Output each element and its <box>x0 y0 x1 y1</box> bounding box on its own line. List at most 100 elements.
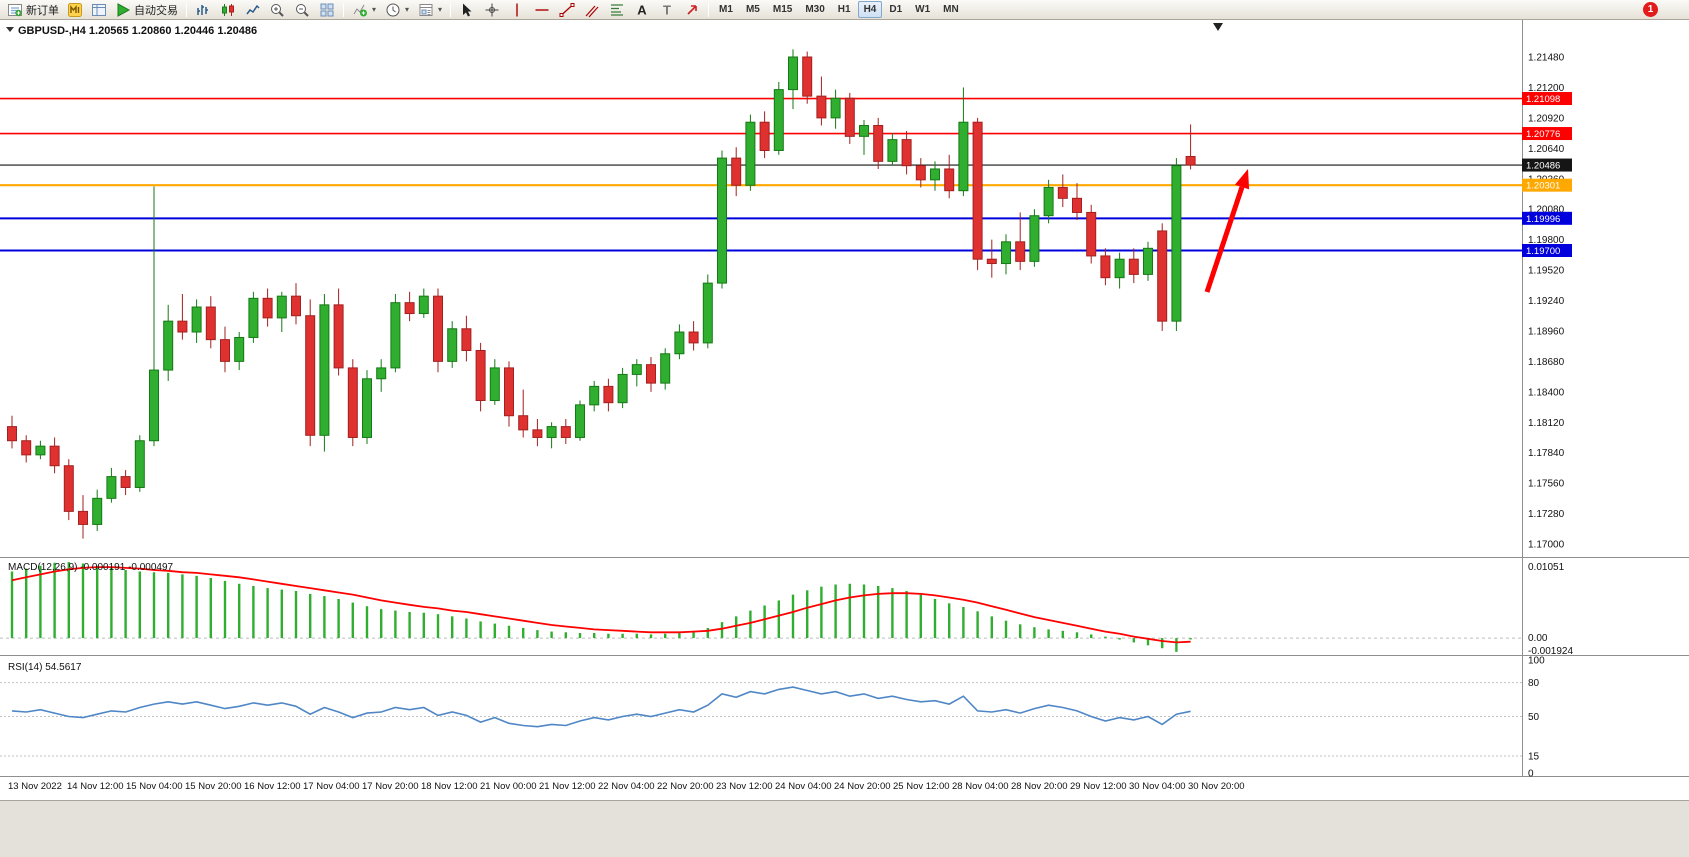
fibonacci-button[interactable] <box>605 1 629 19</box>
timeframe-d1-button[interactable]: D1 <box>883 1 908 18</box>
chart-type-group <box>191 1 265 19</box>
symbol-collapse-icon[interactable] <box>6 27 14 32</box>
horizontal-line-icon <box>534 2 550 18</box>
candle-body <box>1057 186 1068 199</box>
candle-body <box>489 367 500 402</box>
candlestick-chart-button[interactable] <box>216 1 240 19</box>
price-tag-label: 1.20776 <box>1526 129 1560 140</box>
arrow-head <box>1234 169 1250 190</box>
text-button[interactable]: A <box>630 1 654 19</box>
timeframe-h4-button[interactable]: H4 <box>857 1 883 18</box>
timeframe-mn-button[interactable]: MN <box>937 1 965 18</box>
cursor-button[interactable] <box>455 1 479 19</box>
timeframe-m1-button[interactable]: M1 <box>713 1 739 18</box>
price-tick-label: 1.20080 <box>1528 205 1565 216</box>
indicators-icon <box>352 2 368 18</box>
candle-body <box>21 440 32 456</box>
candle-body <box>1171 165 1182 322</box>
candle-body <box>291 295 301 317</box>
text-label-button[interactable]: T <box>655 1 679 19</box>
chart-background <box>0 20 1689 800</box>
periods-button[interactable]: ▾ <box>381 1 413 19</box>
time-tick-label: 28 Nov 20:00 <box>1011 781 1068 792</box>
candle-body <box>830 97 841 119</box>
candle-body <box>447 328 458 362</box>
timeframe-m15-button[interactable]: M15 <box>767 1 798 18</box>
macd-label: MACD(12,26,9) -0.000191 -0.000497 <box>8 562 174 573</box>
bar-chart-button[interactable] <box>191 1 215 19</box>
candle-body <box>1072 197 1082 213</box>
trend-arrow-annotation[interactable] <box>1204 169 1250 293</box>
text-label-icon: T <box>659 2 675 18</box>
horizontal-line-button[interactable] <box>530 1 554 19</box>
toolbar-separator <box>343 2 344 17</box>
chart-window: 1.214801.212001.209201.206401.203601.200… <box>0 20 1689 857</box>
notification-badge[interactable]: 1 <box>1643 2 1658 17</box>
price-chart-canvas[interactable]: 1.214801.212001.209201.206401.203601.200… <box>0 20 1689 800</box>
candle-body <box>333 304 344 369</box>
candle-body <box>35 445 46 456</box>
candle-body <box>262 297 273 319</box>
candle-body <box>1114 258 1125 279</box>
candle-body <box>660 353 671 384</box>
candle-body <box>376 367 387 380</box>
toolbar-separator <box>450 2 452 17</box>
candle-body <box>788 56 798 91</box>
candle-body <box>603 385 614 404</box>
time-tick-label: 13 Nov 2022 <box>8 781 62 792</box>
metaeditor-button[interactable] <box>63 1 87 19</box>
candle-body <box>560 426 571 438</box>
timeframe-w1-button[interactable]: W1 <box>909 1 936 18</box>
price-tag <box>1522 243 1572 257</box>
candle-body <box>7 426 17 442</box>
candle-body <box>1029 215 1040 262</box>
price-tag-label: 1.19700 <box>1526 246 1560 257</box>
tile-windows-button[interactable] <box>315 1 339 19</box>
macd-scale-max: 0.01051 <box>1528 562 1565 573</box>
candle-body <box>617 373 628 404</box>
candle-body <box>859 124 869 137</box>
arrows-button[interactable] <box>680 1 704 19</box>
candle-body <box>759 121 770 151</box>
time-tick-label: 24 Nov 04:00 <box>775 781 832 792</box>
candle-body <box>177 320 188 333</box>
new-order-button[interactable]: 新订单 <box>3 1 63 19</box>
trendline-button[interactable] <box>555 1 579 19</box>
candle-body <box>873 124 884 162</box>
candle-body <box>802 56 813 97</box>
candle-body <box>958 121 969 192</box>
crosshair-button[interactable] <box>480 1 504 19</box>
timeframe-m5-button[interactable]: M5 <box>740 1 766 18</box>
auto-trading-button[interactable]: 自动交易 <box>111 1 182 19</box>
vertical-line-button[interactable] <box>505 1 529 19</box>
zoom-out-button[interactable] <box>290 1 314 19</box>
candle-body <box>149 369 159 442</box>
arrow-shaft <box>1204 186 1245 293</box>
line-chart-button[interactable] <box>241 1 265 19</box>
candle-body <box>887 139 898 162</box>
channel-button[interactable] <box>580 1 604 19</box>
price-axis[interactable]: 1.214801.212001.209201.206401.203601.200… <box>1528 53 1573 780</box>
data-window-icon <box>91 2 107 18</box>
rsi-scale-label: 50 <box>1528 712 1540 723</box>
candle-body <box>816 95 827 119</box>
price-tick-label: 1.17840 <box>1528 448 1565 459</box>
time-tick-label: 14 Nov 12:00 <box>67 781 124 792</box>
new-order-icon <box>7 2 23 18</box>
time-tick-label: 24 Nov 20:00 <box>834 781 891 792</box>
data-window-button[interactable] <box>87 1 111 19</box>
time-axis[interactable]: 13 Nov 2022 14 Nov 12:00 15 Nov 04:00 15 No… <box>8 781 1245 792</box>
candle-body <box>646 364 656 384</box>
zoom-in-button[interactable] <box>265 1 289 19</box>
candle-body <box>461 328 472 352</box>
rsi-label: RSI(14) 54.5617 <box>8 662 82 673</box>
timeframe-h1-button[interactable]: H1 <box>832 1 857 18</box>
templates-button[interactable]: ▾ <box>414 1 446 19</box>
time-tick-label: 15 Nov 20:00 <box>185 781 242 792</box>
chart-shift-marker[interactable] <box>1213 23 1223 31</box>
timeframe-m30-button[interactable]: M30 <box>799 1 830 18</box>
zoom-out-icon <box>294 2 310 18</box>
indicators-button[interactable]: ▾ <box>348 1 380 19</box>
bar-chart-icon <box>195 2 211 18</box>
candle-body <box>575 404 585 438</box>
